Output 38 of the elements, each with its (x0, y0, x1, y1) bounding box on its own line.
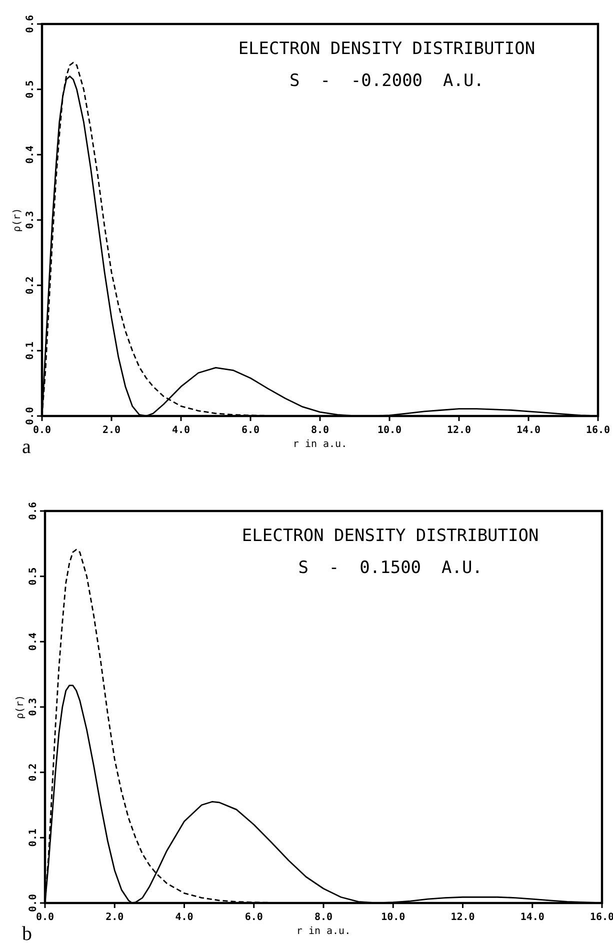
y-axis-title: ρ(r) (15, 694, 26, 720)
x-tick-label: 4.0 (175, 912, 194, 923)
y-tick-label: 0.6 (28, 502, 39, 520)
text: b (22, 923, 32, 943)
y-tick-label: 0.1 (25, 342, 36, 360)
x-tick-label: 12.0 (450, 912, 475, 923)
text: ELECTRON DENSITY DISTRIBUTION (238, 39, 536, 59)
text: S - -0.2000 A.U. (289, 71, 484, 91)
y-tick-label: 0.2 (28, 763, 39, 782)
x-tick-label: 10.0 (381, 912, 406, 923)
text: ELECTRON DENSITY DISTRIBUTION (242, 526, 539, 546)
y-tick-label: 0.1 (28, 828, 39, 847)
x-tick-label: 2.0 (102, 425, 121, 436)
x-tick-label: 6.0 (244, 912, 263, 923)
y-tick-label: 0.3 (25, 210, 36, 230)
x-tick-label: 10.0 (377, 425, 402, 436)
y-tick-label: 0.4 (28, 632, 39, 651)
x-tick-label: 12.0 (446, 425, 472, 436)
x-tick-label: 2.0 (106, 912, 124, 923)
y-tick-label: 0.3 (28, 698, 39, 716)
y-tick-label: 0.5 (28, 567, 39, 586)
y-tick-label: 0.4 (25, 146, 36, 164)
text: a (22, 436, 31, 458)
x-tick-label: 4.0 (172, 425, 190, 436)
x-tick-label: 14.0 (516, 425, 541, 436)
y-tick-label: 0.5 (25, 80, 36, 98)
x-tick-label: 6.0 (241, 425, 260, 436)
x-tick-label: 8.0 (314, 912, 333, 923)
y-tick-label: 0.2 (25, 276, 36, 294)
x-tick-label: 16.0 (586, 425, 610, 436)
y-tick-label: 0.6 (25, 14, 36, 34)
y-axis-title: ρ(r) (12, 208, 23, 232)
x-tick-label: 0.0 (36, 912, 54, 923)
x-axis-title: r in a.u. (296, 926, 351, 937)
text: S - 0.1500 A.U. (298, 558, 482, 578)
x-tick-label: 8.0 (310, 425, 330, 436)
x-tick-label: 14.0 (520, 912, 544, 923)
x-axis-title: r in a.u. (292, 439, 348, 450)
